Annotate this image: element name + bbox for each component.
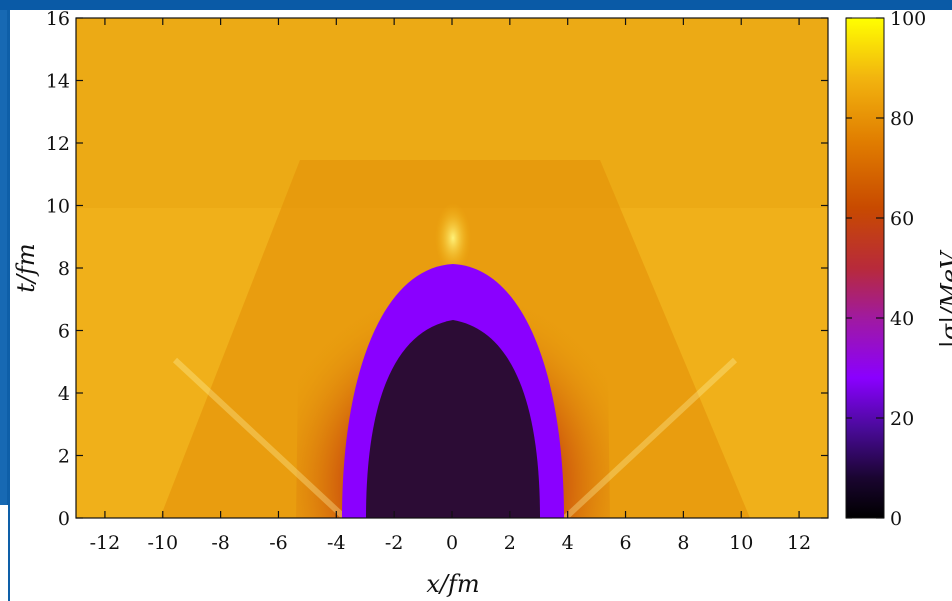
x-tick-label: -8 [211,532,230,554]
x-tick-label: -12 [90,532,121,554]
colorbar-ticks: 0 20 40 60 80 100 [846,8,926,530]
y-tick-label: 14 [46,71,70,93]
colorbar [845,17,885,519]
x-tick-label: 6 [619,532,631,554]
x-tick-label: -4 [327,532,346,554]
x-tick-label: -2 [385,532,404,554]
left-ray [172,357,348,518]
colorbar-label: |σ|/MeV [936,249,952,348]
y-tick-label: 4 [58,383,70,405]
x-axis: -12 -10 -8 -6 -4 -2 0 2 4 6 8 10 12 [90,18,811,554]
right-ray [562,357,738,518]
x-tick-label: 10 [729,532,753,554]
left-frame-gap [0,505,8,601]
bright-spot [435,203,471,273]
y-tick-label: 10 [46,196,70,218]
colorbar-tick-label: 0 [890,508,902,530]
x-axis-label: x/fm [426,570,479,598]
y-tick-label: 0 [58,508,70,530]
y-axis-label: t/fm [12,243,40,292]
y-tick-label: 12 [46,133,70,155]
top-frame-bar [0,0,952,10]
x-tick-label: 4 [562,532,574,554]
x-tick-label: 12 [787,532,811,554]
colorbar-tick-label: 60 [890,208,914,230]
x-tick-label: -6 [269,532,288,554]
y-axis: 0 2 4 6 8 10 12 14 16 [46,8,828,530]
y-tick-label: 16 [46,8,70,30]
y-tick-label: 6 [58,321,70,343]
x-tick-label: -10 [147,532,178,554]
y-tick-label: 8 [58,258,70,280]
x-tick-label: 2 [504,532,516,554]
colorbar-tick-label: 100 [890,8,926,30]
heatmap-field [76,18,828,518]
central-region [366,320,540,518]
colorbar-tick-label: 80 [890,108,914,130]
colorbar-tick-label: 20 [890,408,914,430]
colorbar-tick-label: 40 [890,308,914,330]
y-tick-label: 2 [58,446,70,468]
x-tick-label: 0 [446,532,458,554]
x-tick-label: 8 [677,532,689,554]
left-frame-strip-inner [0,10,7,601]
